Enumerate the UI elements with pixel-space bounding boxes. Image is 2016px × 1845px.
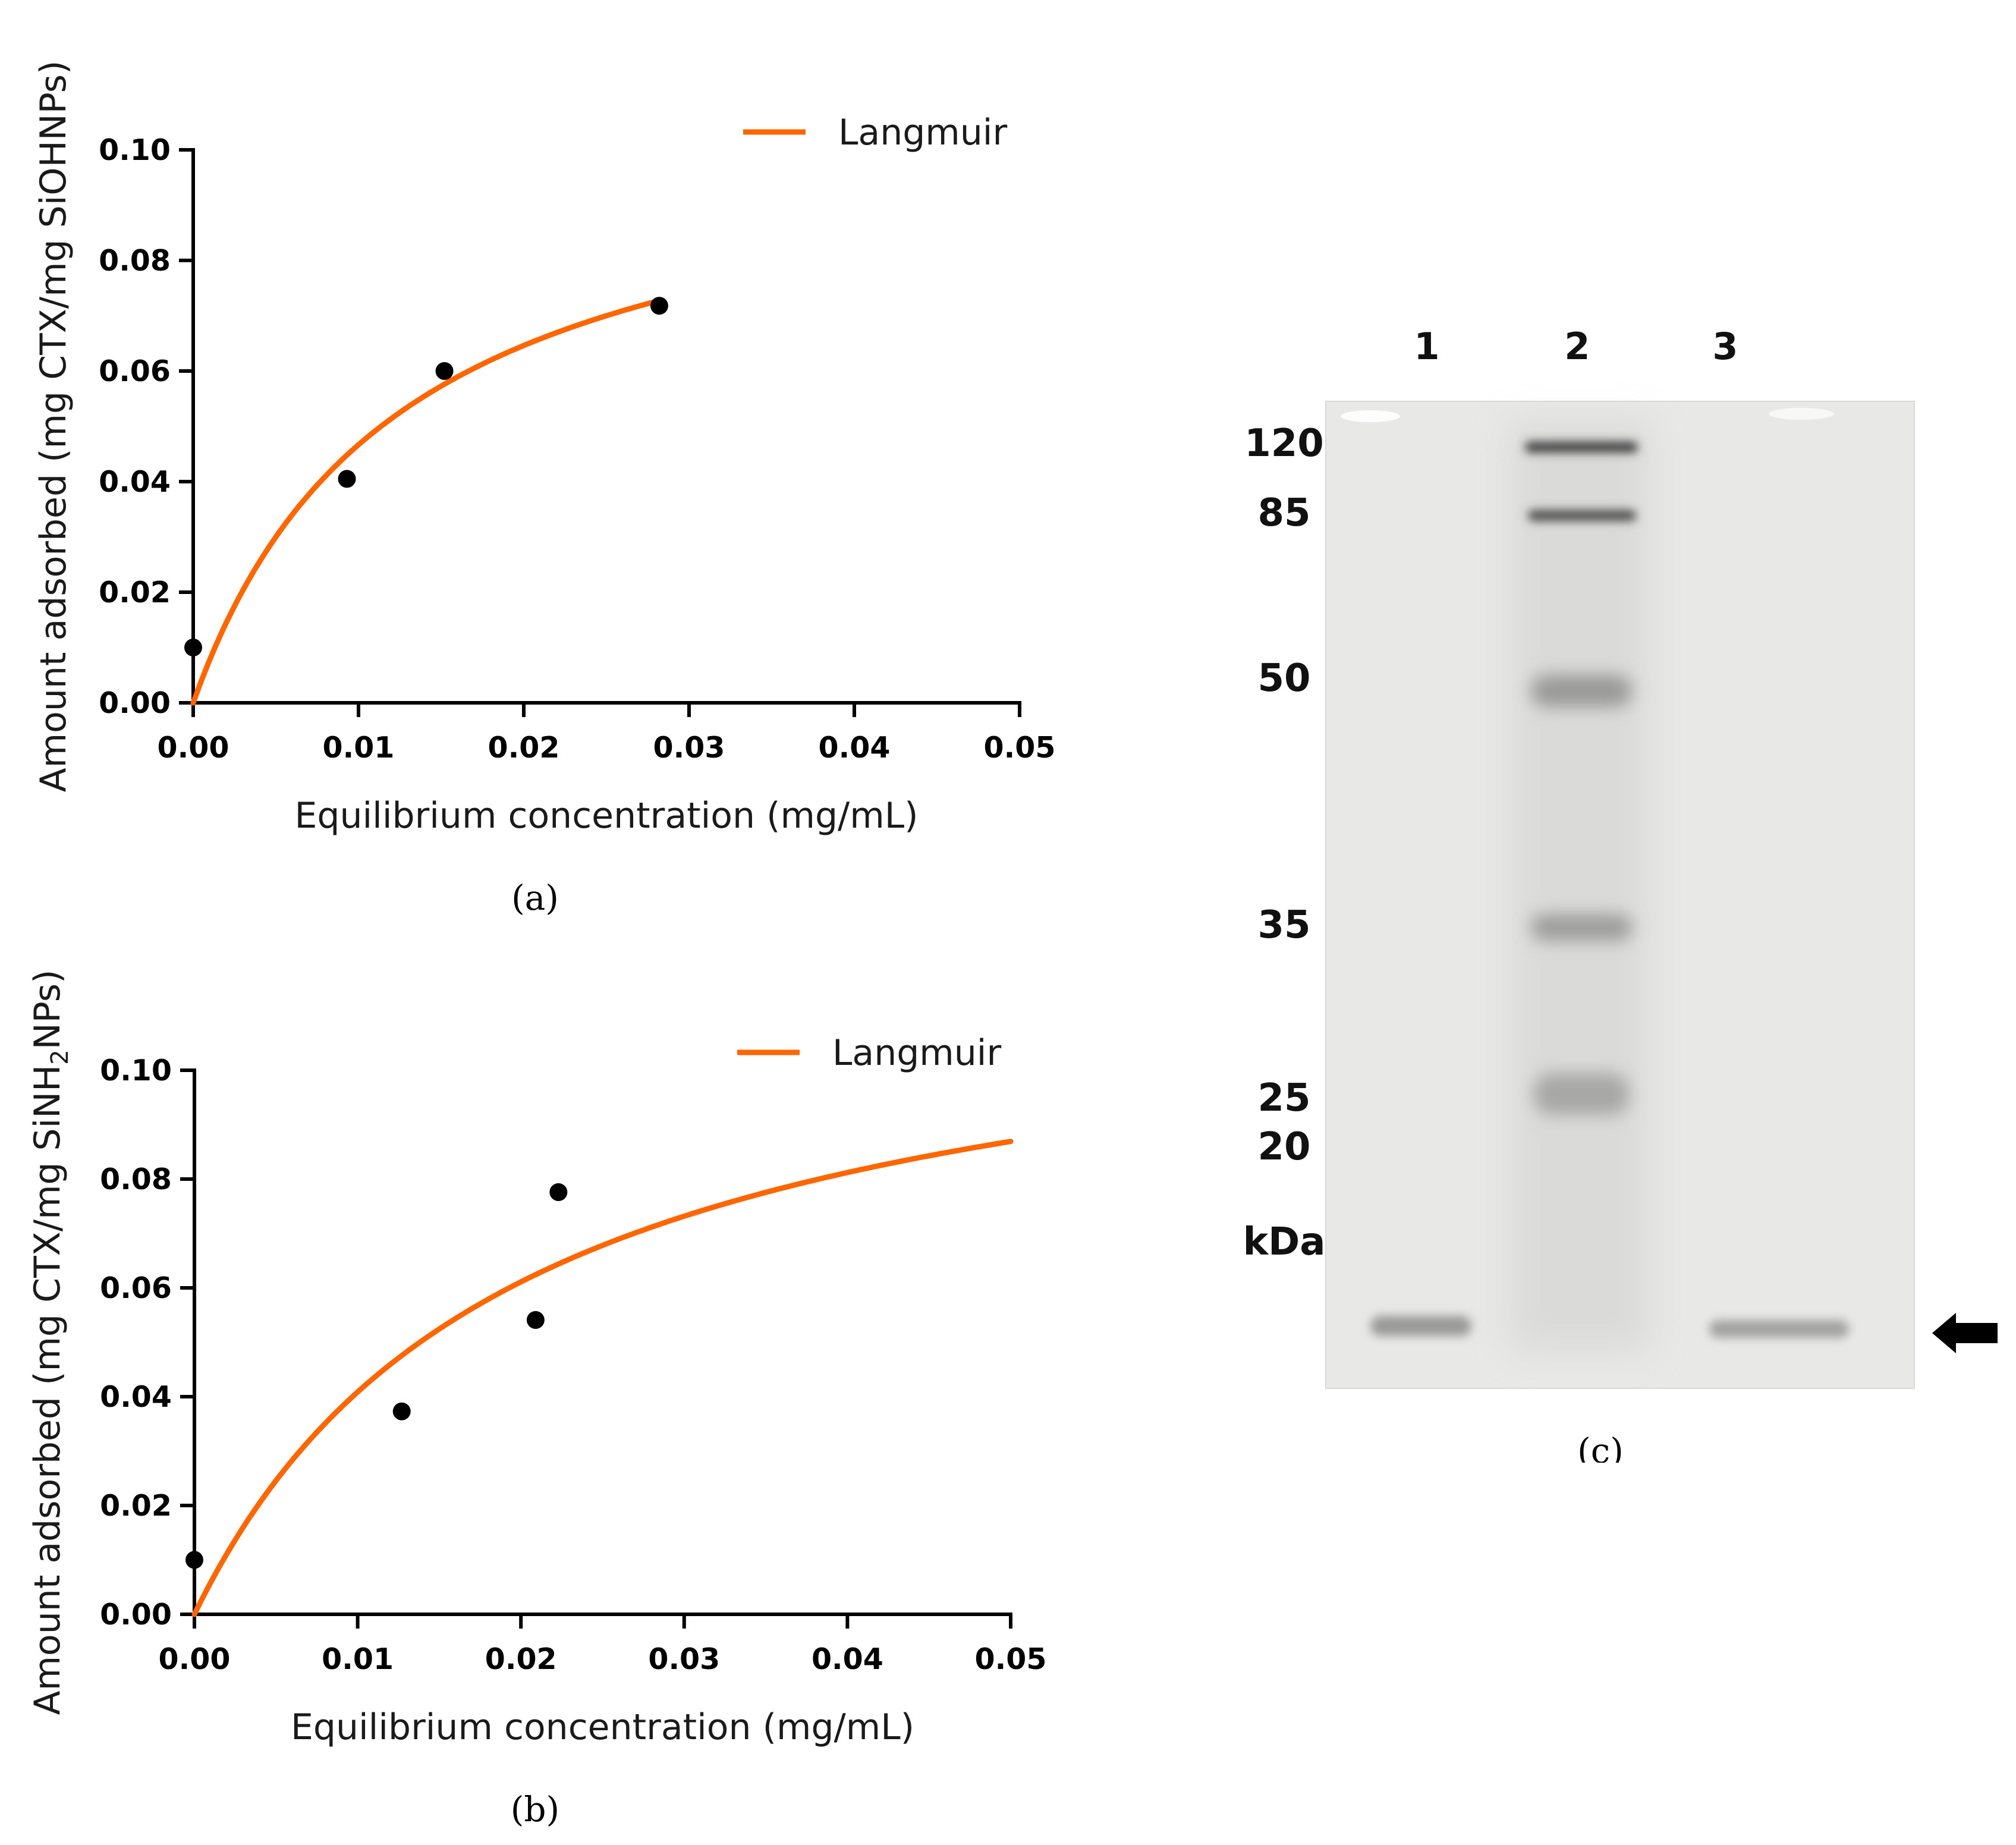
x-tick-label: 0.05 <box>975 1642 1047 1676</box>
x-tick-label: 0.01 <box>322 1642 394 1676</box>
lane-1-label: 1 <box>1414 325 1439 368</box>
data-point <box>435 362 454 380</box>
y-tick-label: 0.06 <box>99 354 171 388</box>
y-tick-label: 0.08 <box>99 244 171 278</box>
ladder-band-25 <box>1534 1073 1629 1115</box>
marker-25: 25 <box>1257 1076 1310 1120</box>
y-tick-label: 0.02 <box>100 1489 172 1523</box>
marker-120: 120 <box>1244 422 1324 466</box>
data-point <box>526 1310 545 1329</box>
x-tick-label: 0.02 <box>485 1642 557 1676</box>
x-tick-label: 0.03 <box>648 1642 720 1676</box>
data-point <box>392 1402 411 1420</box>
sample-band-lane-3 <box>1709 1320 1849 1338</box>
data-point <box>185 1551 203 1569</box>
marker-20: 20 <box>1257 1125 1310 1169</box>
y-tick-label: 0.08 <box>100 1162 172 1196</box>
x-tick-label: 0.04 <box>812 1642 883 1676</box>
y-tick-label: 0.02 <box>99 576 171 609</box>
x-tick-label: 0.01 <box>323 731 395 765</box>
ladder-band-120 <box>1525 442 1638 452</box>
chart-a: 0.00 0.01 0.02 0.03 0.04 0.05 0.00 0.02 0.04 0.06… <box>33 61 1056 918</box>
data-point <box>338 470 356 488</box>
ladder-band-50 <box>1531 675 1632 707</box>
data-point <box>650 297 668 315</box>
legend-label: Langmuir <box>832 1032 1001 1074</box>
panel-label: (a) <box>511 878 559 918</box>
lane-3-label: 3 <box>1712 325 1738 368</box>
x-axis-title: Equilibrium concentration (mg/mL) <box>294 795 918 837</box>
sample-band-lane-1 <box>1370 1316 1471 1336</box>
y-tick-label: 0.00 <box>100 1598 172 1632</box>
y-tick-label: 0.10 <box>100 1054 172 1087</box>
panel-label-c: (c) <box>1577 1431 1624 1463</box>
langmuir-fit-line <box>190 297 664 706</box>
x-tick-label: 0.04 <box>819 731 891 765</box>
y-tick-label: 0.04 <box>100 1380 172 1414</box>
y-axis-title: Amount adsorbed (mg CTX/mg SiOHNPs) <box>33 61 74 793</box>
y-tick-label: 0.04 <box>99 465 171 499</box>
ladder-band-85 <box>1528 510 1636 521</box>
y-axis-title: Amount adsorbed (mg CTX/mg SiNH2NPs) <box>27 970 74 1715</box>
legend-label: Langmuir <box>838 112 1007 153</box>
ladder-band-35 <box>1531 914 1632 941</box>
marker-50: 50 <box>1257 656 1310 700</box>
arrow-left-icon <box>1932 1313 1998 1353</box>
x-axis-title: Equilibrium concentration (mg/mL) <box>291 1706 914 1748</box>
langmuir-fit-line <box>191 1139 1014 1617</box>
x-tick-label: 0.05 <box>984 731 1056 765</box>
x-tick-label: 0.03 <box>653 731 725 765</box>
data-point <box>549 1183 568 1201</box>
marker-35: 35 <box>1257 903 1310 947</box>
y-tick-label: 0.10 <box>99 133 171 167</box>
marker-unit: kDa <box>1243 1220 1326 1264</box>
y-tick-label: 0.00 <box>99 686 171 720</box>
chart-b: 0.00 0.01 0.02 0.03 0.04 0.05 0.00 0.02 0.04 0.06… <box>27 970 1047 1830</box>
marker-85: 85 <box>1257 491 1310 535</box>
x-tick-label: 0.02 <box>488 731 560 765</box>
x-tick-label: 0.00 <box>159 1642 231 1676</box>
gel-image <box>1325 401 1915 1389</box>
data-point <box>184 639 202 656</box>
x-tick-label: 0.00 <box>158 731 229 765</box>
y-tick-label: 0.06 <box>100 1271 172 1305</box>
lane-2-label: 2 <box>1564 325 1590 368</box>
gel-panel: 1 2 3 120 85 50 35 25 20 kDa (c) <box>1243 325 1998 1463</box>
panel-label: (b) <box>511 1789 559 1830</box>
